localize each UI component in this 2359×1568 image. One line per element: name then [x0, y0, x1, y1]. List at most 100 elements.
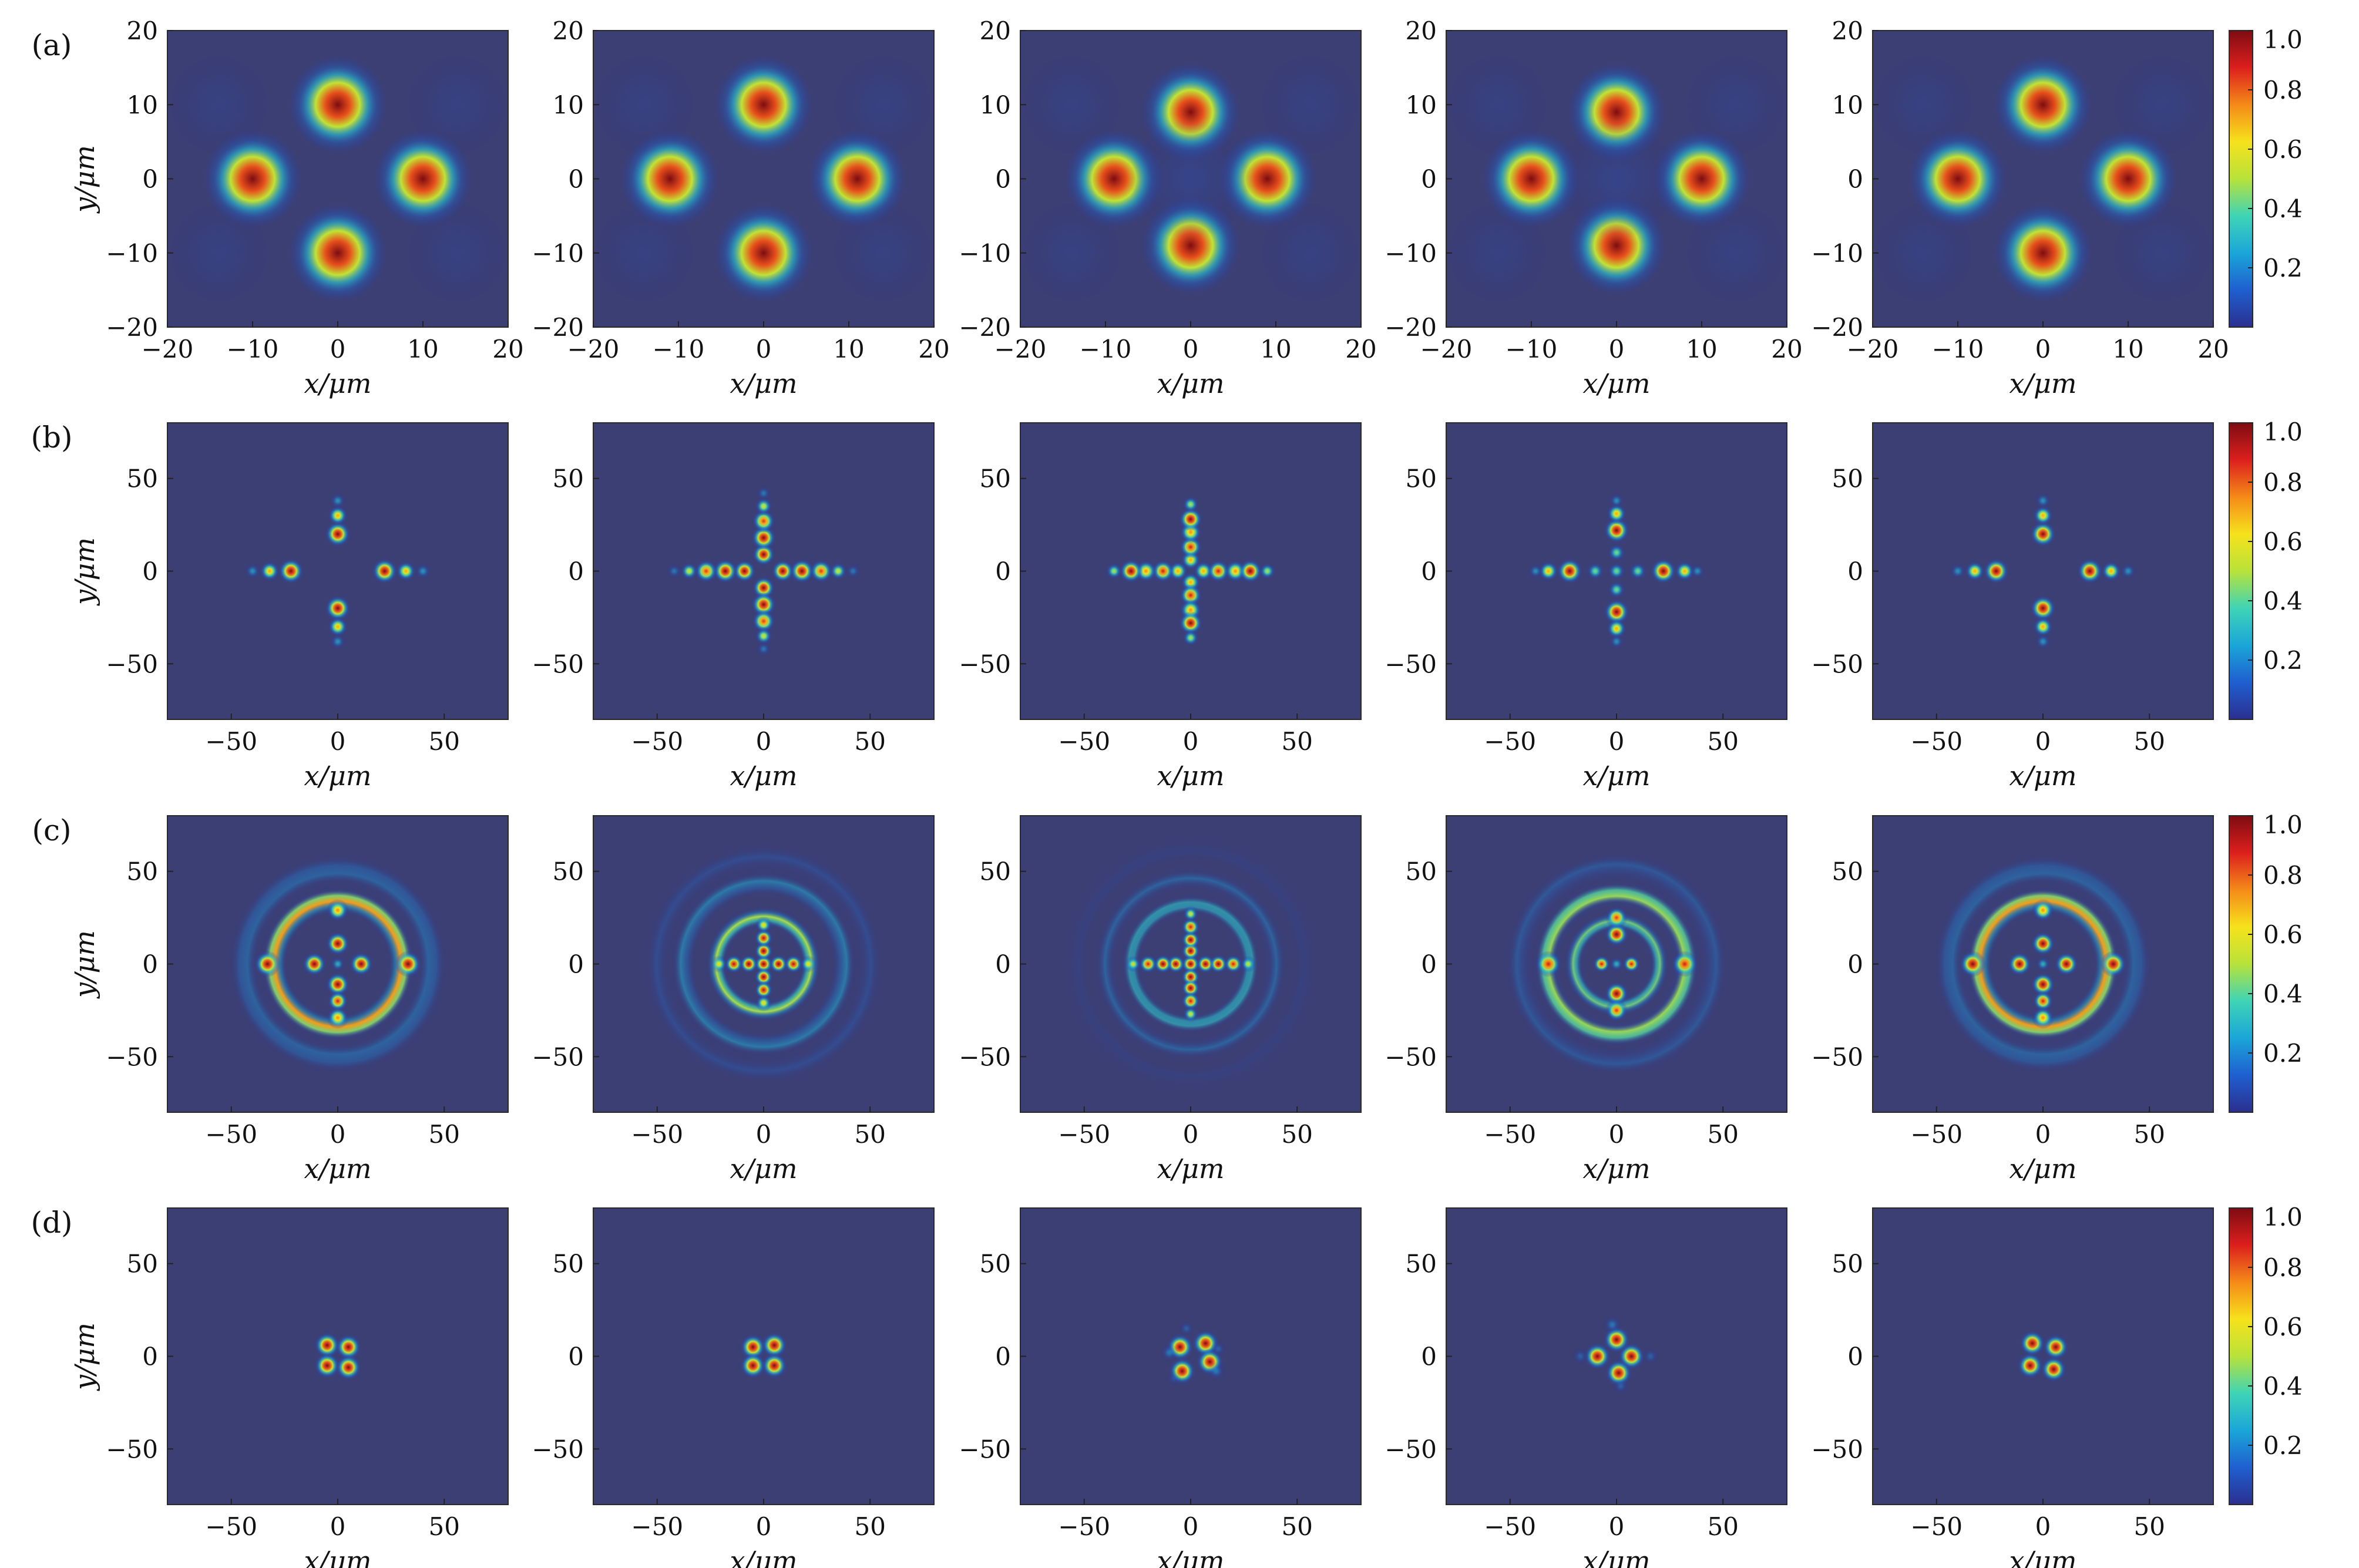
- intensity-spot: [2031, 1006, 2055, 1029]
- intensity-spot: [2120, 563, 2136, 580]
- intensity-spot: [2030, 595, 2056, 621]
- panel-1-3: −50 0 50 −50 0 50 x/μm: [1385, 422, 1787, 792]
- intensity-spot: [1165, 1371, 1182, 1387]
- intensity-spot: [1446, 53, 1548, 156]
- row-label: (b): [31, 420, 72, 455]
- heatmap-background: [1020, 1208, 1361, 1505]
- y-tick-label: 50: [1832, 1250, 1863, 1278]
- intensity-spot: [754, 627, 773, 645]
- intensity-spot: [327, 991, 348, 1012]
- y-tick-label: −20: [959, 313, 1011, 342]
- panel-0-3: −20 −10 0 10 20 −20 −10 0 10 20 x/μm: [1385, 16, 1802, 399]
- intensity-spot: [1572, 1348, 1589, 1365]
- x-tick-label: 50: [1708, 1512, 1739, 1541]
- x-axis-label: x/μm: [304, 1153, 372, 1185]
- intensity-spot: [1154, 954, 1172, 974]
- intensity-spot: [288, 55, 387, 154]
- intensity-spot: [1608, 493, 1625, 509]
- intensity-spot: [754, 497, 773, 516]
- y-tick-label: −50: [1811, 1042, 1863, 1071]
- intensity-spot: [1612, 1378, 1629, 1394]
- intensity-spot: [259, 561, 280, 581]
- intensity-spot: [1181, 991, 1200, 1011]
- x-tick-label: −20: [1420, 335, 1473, 364]
- intensity-spot: [1959, 950, 1986, 978]
- intensity-spot: [1607, 543, 1626, 562]
- x-tick-label: 50: [855, 1120, 886, 1149]
- y-tick-label: 0: [1421, 1342, 1437, 1371]
- intensity-spot: [1224, 954, 1243, 974]
- x-tick-label: 10: [1260, 335, 1291, 364]
- intensity-spot: [755, 485, 772, 501]
- intensity-spot: [1642, 1348, 1659, 1365]
- intensity-spot: [1608, 634, 1625, 650]
- intensity-spot: [1606, 503, 1627, 524]
- x-tick-label: 10: [1686, 335, 1717, 364]
- intensity-spot: [1182, 906, 1199, 923]
- y-tick-label: 20: [1832, 16, 1863, 45]
- intensity-spot: [724, 954, 743, 974]
- panel-0-1: −20 −10 0 10 20 −20 −10 0 10 20 x/μm: [532, 16, 949, 399]
- intensity-spot: [1259, 53, 1361, 156]
- intensity-spot: [2077, 558, 2103, 584]
- intensity-spot: [2101, 561, 2122, 581]
- x-tick-label: 20: [492, 335, 523, 364]
- intensity-spot: [1685, 201, 1787, 304]
- intensity-spot: [1873, 53, 1975, 156]
- intensity-spot: [167, 53, 270, 156]
- intensity-spot: [769, 954, 788, 974]
- colorbar-tick-label: 0.6: [2263, 920, 2303, 949]
- panel-1-4: −50 0 50 −50 0 50 x/μm: [1811, 422, 2214, 792]
- y-tick-label: −50: [532, 650, 584, 678]
- x-tick-label: −50: [1484, 1512, 1536, 1541]
- y-tick-label: 0: [142, 1342, 158, 1371]
- intensity-spot: [2008, 952, 2032, 976]
- y-tick-label: 0: [995, 1342, 1011, 1371]
- intensity-spot: [1160, 1343, 1179, 1362]
- intensity-spot: [832, 201, 934, 304]
- x-tick-label: −20: [567, 335, 620, 364]
- y-tick-label: 50: [980, 465, 1011, 493]
- intensity-spot: [2031, 899, 2055, 922]
- intensity-spot: [761, 1332, 787, 1358]
- intensity-spot: [1528, 563, 1544, 579]
- panel-1-2: −50 0 50 −50 0 50 x/μm: [959, 422, 1362, 792]
- intensity-spot: [1129, 117, 1252, 240]
- intensity-spot: [1606, 618, 1627, 639]
- intensity-spot: [1119, 559, 1143, 583]
- intensity-spot: [733, 560, 756, 583]
- x-tick-label: 0: [1609, 1512, 1625, 1541]
- y-tick-label: 50: [980, 1250, 1011, 1278]
- intensity-spot: [1584, 1342, 1611, 1370]
- intensity-spot: [1207, 1362, 1226, 1381]
- y-tick-label: 0: [1421, 950, 1437, 979]
- panel-3-1: −50 0 50 −50 0 50 x/μm: [532, 1207, 935, 1568]
- y-tick-label: 0: [995, 557, 1011, 586]
- colorbar-tick-label: 0.2: [2263, 1431, 2303, 1460]
- x-axis-label: x/μm: [1583, 1153, 1651, 1185]
- intensity-spot: [1671, 950, 1698, 978]
- y-tick-label: −50: [1385, 650, 1437, 678]
- panel-2-4: −50 0 50 −50 0 50 x/μm: [1811, 815, 2214, 1185]
- panel-0-0: −20 −10 0 10 20 −20 −10 0 10 20 x/μm y/μm: [69, 16, 524, 399]
- y-tick-label: −50: [959, 650, 1011, 678]
- x-tick-label: 0: [756, 335, 772, 364]
- y-tick-label: 10: [553, 90, 584, 119]
- y-tick-label: 50: [1406, 857, 1437, 886]
- intensity-spot: [372, 558, 398, 584]
- intensity-spot: [713, 558, 738, 584]
- y-tick-label: 20: [1406, 16, 1437, 45]
- intensity-spot: [1557, 558, 1582, 584]
- y-tick-label: −10: [959, 239, 1011, 268]
- x-tick-label: −50: [631, 1120, 683, 1149]
- colorbar-tick-label: 0.6: [2263, 135, 2303, 164]
- x-tick-label: 0: [330, 727, 346, 756]
- y-tick-label: −50: [959, 1435, 1011, 1463]
- panel-3-3: −50 0 50 −50 0 50 x/μm: [1385, 1207, 1787, 1568]
- intensity-spot: [1994, 55, 2092, 154]
- colorbar-tick-label: 0.4: [2263, 1372, 2303, 1401]
- panel-3-2: −50 0 50 −50 0 50 x/μm: [959, 1207, 1362, 1568]
- y-tick-label: 0: [1421, 165, 1437, 194]
- x-tick-label: −20: [994, 335, 1047, 364]
- intensity-spot: [1182, 1005, 1199, 1022]
